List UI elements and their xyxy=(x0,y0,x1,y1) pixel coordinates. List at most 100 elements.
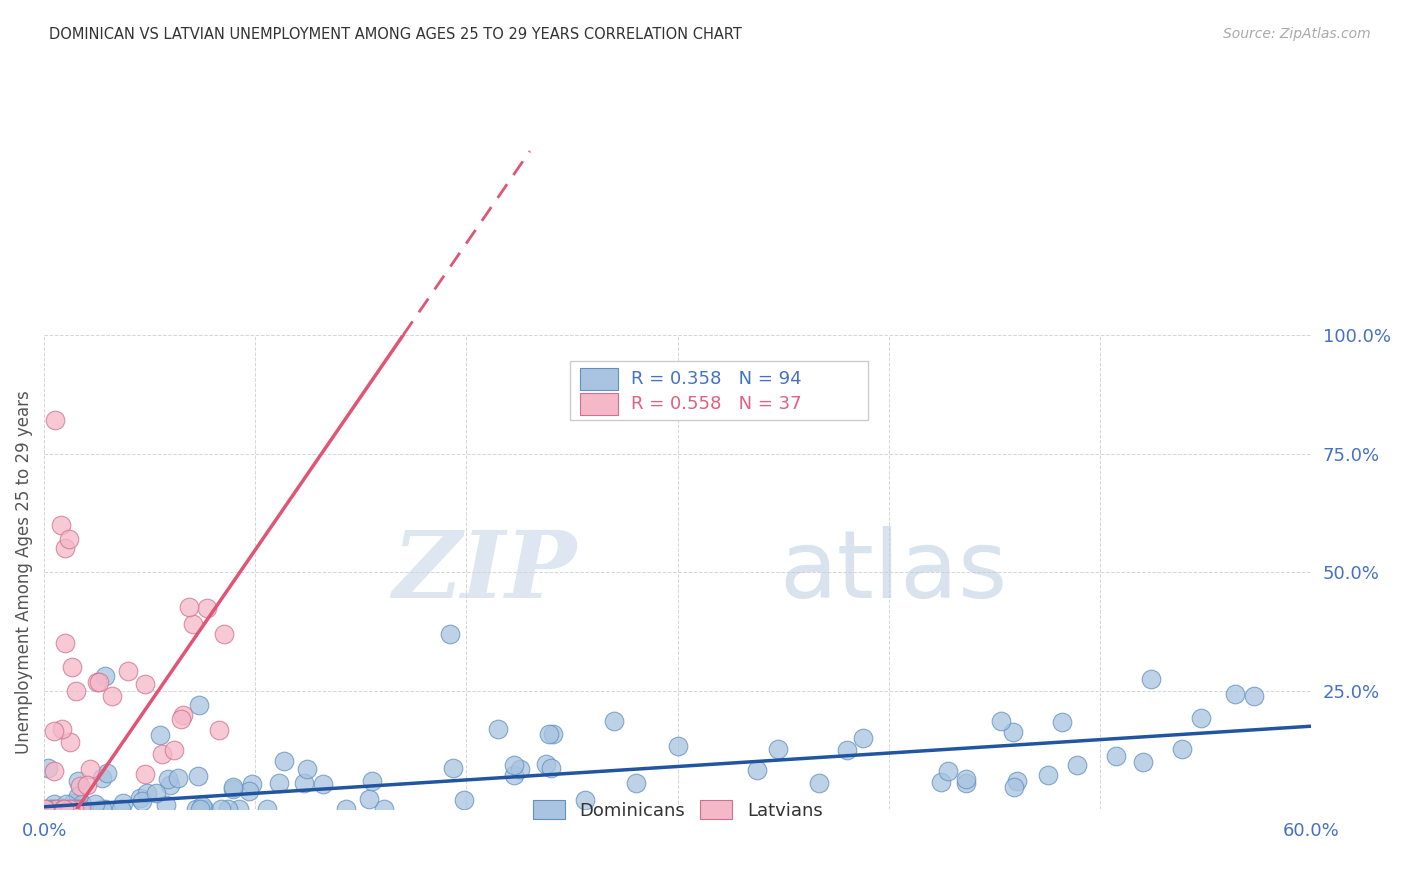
Point xyxy=(537,727,560,741)
Point xyxy=(45,802,67,816)
Point xyxy=(238,784,260,798)
Point xyxy=(188,698,211,712)
Point xyxy=(172,708,194,723)
Point xyxy=(101,690,124,704)
Point xyxy=(44,764,66,779)
Point xyxy=(39,802,62,816)
Point xyxy=(51,722,73,736)
Point xyxy=(70,802,93,816)
Point xyxy=(55,797,77,811)
Point xyxy=(188,802,211,816)
Point xyxy=(67,802,90,816)
Point xyxy=(221,780,243,794)
Point xyxy=(357,792,380,806)
Point xyxy=(541,726,564,740)
Y-axis label: Unemployment Among Ages 25 to 29 years: Unemployment Among Ages 25 to 29 years xyxy=(15,391,32,754)
Point xyxy=(145,786,167,800)
Point xyxy=(624,775,647,789)
Point xyxy=(1036,768,1059,782)
Point xyxy=(51,802,73,816)
Point xyxy=(87,675,110,690)
Point xyxy=(361,774,384,789)
Point xyxy=(179,599,201,614)
Point xyxy=(1066,758,1088,772)
Point xyxy=(134,767,156,781)
Point xyxy=(1140,673,1163,687)
Point xyxy=(181,616,204,631)
Text: R = 0.358   N = 94: R = 0.358 N = 94 xyxy=(631,370,801,388)
Point xyxy=(60,660,83,674)
Point xyxy=(94,802,117,816)
Point xyxy=(159,778,181,792)
Point xyxy=(166,771,188,785)
Point xyxy=(1132,756,1154,770)
Point xyxy=(666,739,689,753)
Point xyxy=(73,802,96,816)
Point xyxy=(540,761,562,775)
Point xyxy=(96,766,118,780)
Point xyxy=(745,763,768,777)
Point xyxy=(453,793,475,807)
Point xyxy=(65,683,87,698)
Point xyxy=(297,762,319,776)
Point xyxy=(1243,689,1265,703)
Point xyxy=(837,742,859,756)
Point xyxy=(44,802,66,816)
Point xyxy=(502,768,524,782)
Point xyxy=(1189,711,1212,725)
Point xyxy=(292,776,315,790)
Point xyxy=(184,802,207,816)
Legend: Dominicans, Latvians: Dominicans, Latvians xyxy=(523,791,831,829)
Point xyxy=(1002,780,1025,794)
Point xyxy=(117,664,139,678)
Point xyxy=(44,797,66,811)
Point xyxy=(574,793,596,807)
Point xyxy=(1052,714,1074,729)
Point xyxy=(195,601,218,615)
Point xyxy=(256,802,278,816)
Point xyxy=(990,714,1012,728)
Point xyxy=(69,779,91,793)
Point xyxy=(67,789,90,803)
Point xyxy=(312,777,335,791)
Point xyxy=(44,413,66,427)
Point xyxy=(228,802,250,816)
Point xyxy=(150,747,173,761)
Point xyxy=(155,798,177,813)
Point xyxy=(157,772,180,787)
Point xyxy=(217,802,239,816)
Point xyxy=(136,785,159,799)
Point xyxy=(149,728,172,742)
Point xyxy=(240,777,263,791)
Point xyxy=(91,802,114,816)
Text: Source: ZipAtlas.com: Source: ZipAtlas.com xyxy=(1223,27,1371,41)
Point xyxy=(193,802,215,816)
Point xyxy=(807,776,830,790)
Point xyxy=(536,757,558,772)
Point xyxy=(273,755,295,769)
Point xyxy=(929,775,952,789)
Point xyxy=(269,776,291,790)
Point xyxy=(955,772,977,787)
Point xyxy=(41,802,63,816)
Point xyxy=(76,778,98,792)
Point xyxy=(79,762,101,776)
Point xyxy=(62,802,84,816)
Point xyxy=(49,517,72,532)
Point xyxy=(91,771,114,785)
Point xyxy=(602,714,624,729)
Point xyxy=(34,802,56,816)
Point xyxy=(509,762,531,776)
Point xyxy=(58,802,80,816)
Point xyxy=(53,636,76,650)
Point xyxy=(66,773,89,788)
Point xyxy=(170,712,193,726)
Point xyxy=(65,802,87,816)
Point xyxy=(70,797,93,812)
Point xyxy=(486,723,509,737)
Point xyxy=(212,627,235,641)
Point xyxy=(1007,774,1029,789)
Point xyxy=(441,761,464,775)
Point xyxy=(1170,742,1192,756)
Point xyxy=(59,802,82,816)
